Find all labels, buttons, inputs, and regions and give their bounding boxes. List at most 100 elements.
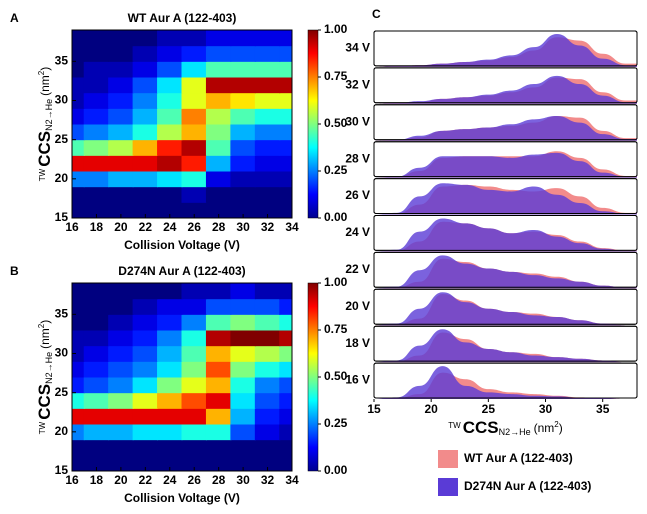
panel-letter: A (10, 11, 19, 25)
heatmap-cell (254, 313, 281, 331)
category-label: 20 V (345, 299, 370, 313)
heatmap-cell (254, 454, 281, 471)
heatmap-cell (254, 30, 281, 47)
heatmap-cell (83, 376, 110, 394)
heatmap-cell (205, 298, 232, 315)
label-prefix: TW (38, 421, 47, 434)
heatmap-cell (205, 123, 232, 141)
y-tick-label: 35 (55, 54, 69, 68)
heatmap-cell (181, 154, 207, 172)
heatmap-cell (205, 30, 232, 47)
heatmap-cell (72, 201, 85, 218)
heatmap-cell (132, 392, 159, 409)
category-label: 34 V (345, 41, 370, 55)
x-tick-label: 34 (285, 473, 299, 487)
heatmap-cell (181, 201, 207, 218)
heatmap-cell (72, 139, 85, 156)
heatmap-cell (230, 170, 256, 188)
heatmap-cell (157, 107, 183, 125)
heatmap-cell (254, 76, 281, 94)
ridge-area (374, 292, 637, 326)
heatmap-cell (132, 313, 159, 331)
heatmap-cell (83, 360, 110, 378)
heatmap-cell (72, 423, 85, 441)
y-tick-label: 20 (55, 424, 69, 438)
heatmap-cell (132, 76, 159, 94)
heatmap-cell (132, 454, 159, 471)
heatmap-cell (230, 154, 256, 172)
y-tick-label: 25 (55, 132, 69, 146)
heatmap-cell (108, 454, 134, 471)
heatmap-cell (72, 454, 85, 471)
heatmap-cell (83, 407, 110, 425)
heatmap-cell (108, 201, 134, 218)
heatmap-cell (132, 186, 159, 203)
heatmap-cell (108, 30, 134, 47)
heatmap-cell (205, 376, 232, 394)
heatmap-cell (205, 423, 232, 441)
heatmap-cell (157, 76, 183, 94)
heatmap-cell (83, 76, 110, 94)
x-tick-label: 32 (261, 473, 275, 487)
heatmap-cell (83, 60, 110, 78)
heatmap-cell (132, 345, 159, 362)
heatmap-cell (72, 60, 85, 78)
heatmap-cell (230, 60, 256, 78)
heatmap-cell (72, 170, 85, 188)
colorbar-tick-label: 1.00 (324, 275, 348, 289)
x-tick-label: 16 (65, 473, 79, 487)
heatmap-cell (181, 439, 207, 456)
heatmap-cell (83, 392, 110, 409)
heatmap-cell (279, 154, 292, 172)
heatmap-cell (181, 123, 207, 141)
heatmap-cell (205, 92, 232, 109)
category-label: 18 V (345, 336, 370, 350)
heatmap-cell (157, 392, 183, 409)
heatmap-cell (254, 170, 281, 188)
heatmap-cell (83, 329, 110, 347)
heatmap-cell (83, 123, 110, 141)
heatmap-cell (181, 139, 207, 156)
heatmap-cell (72, 76, 85, 94)
label-unit: (nm (38, 328, 52, 349)
ridge-frame (373, 288, 638, 325)
heatmap-cell (72, 45, 85, 62)
heatmap-cell (205, 360, 232, 378)
heatmap-cell (83, 423, 110, 441)
heatmap-cell (279, 186, 292, 203)
heatmap-cell (230, 298, 256, 315)
heatmap-cell (181, 92, 207, 109)
heatmap-cell (83, 439, 110, 456)
heatmap-cell (72, 392, 85, 409)
heatmap-cell (108, 60, 134, 78)
x-tick-label: 20 (114, 473, 128, 487)
heatmap-cell (181, 30, 207, 47)
label-unit: (nm (38, 75, 52, 96)
label-main: CCS (35, 384, 54, 420)
heatmap-cell (279, 139, 292, 156)
legend-label: D274N Aur A (122-403) (464, 479, 591, 493)
ridge-frame (373, 30, 638, 67)
heatmap-cell (205, 329, 232, 347)
heatmap-cell (83, 283, 110, 300)
x-tick-label: 26 (188, 220, 202, 234)
heatmap-cell (83, 201, 110, 218)
y-tick-label: 25 (55, 385, 69, 399)
heatmap-cell (230, 360, 256, 378)
x-tick-label: 16 (65, 220, 79, 234)
heatmap-cell (132, 30, 159, 47)
heatmap-cell (157, 298, 183, 315)
x-tick-label: 34 (285, 220, 299, 234)
heatmap-cells (72, 30, 292, 218)
heatmap-cell (205, 454, 232, 471)
label-sup: 2 (554, 420, 559, 429)
heatmap-cell (254, 139, 281, 156)
heatmap-cell (230, 283, 256, 300)
heatmap-cell (254, 360, 281, 378)
heatmap-cell (279, 92, 292, 109)
ridge-area (374, 34, 637, 67)
x-tick-label: 30 (236, 473, 250, 487)
heatmap-cell (205, 60, 232, 78)
heatmap-cells (72, 283, 292, 471)
